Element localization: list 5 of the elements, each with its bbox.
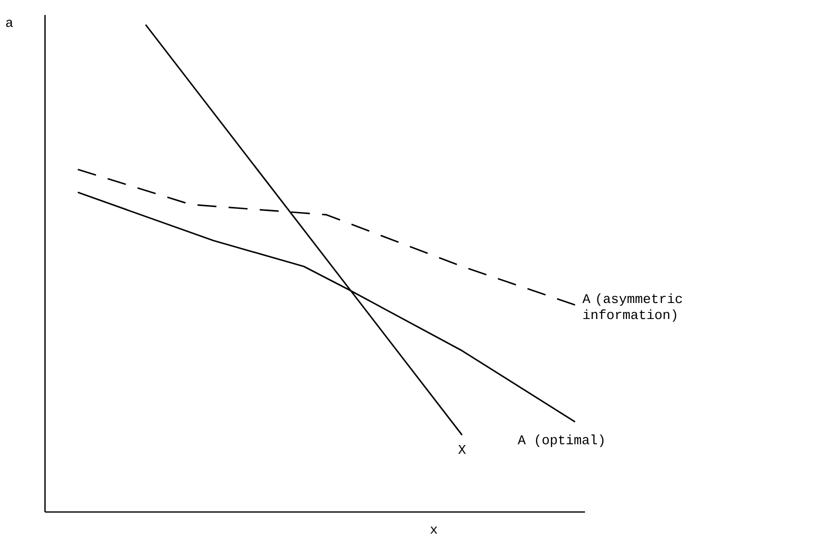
- series-label: X: [458, 445, 466, 454]
- y-axis-title: a: [6, 20, 13, 27]
- series-label: A (asymmetric information): [582, 293, 682, 322]
- x-axis-title: x: [430, 526, 438, 534]
- series-label: A (optimal): [518, 434, 604, 447]
